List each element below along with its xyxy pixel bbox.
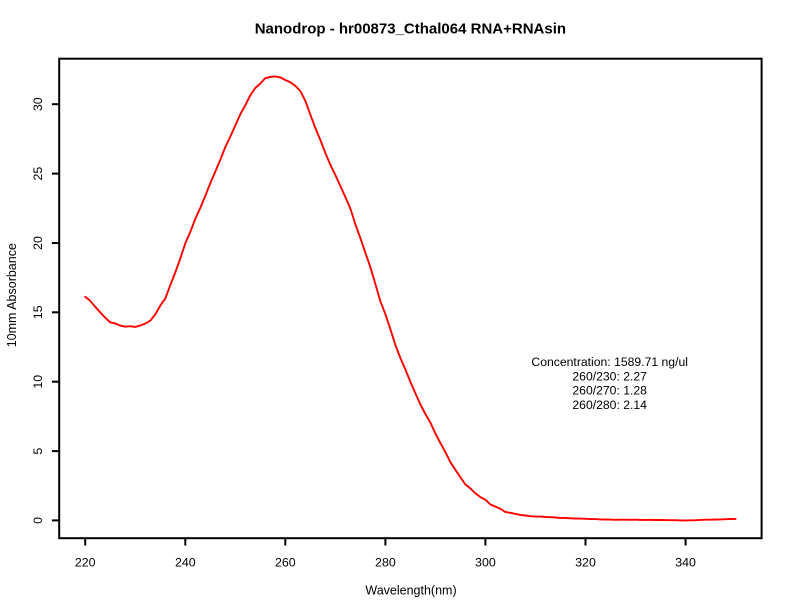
svg-text:340: 340 [675,555,696,569]
svg-text:5: 5 [31,448,45,455]
svg-text:Concentration: 1589.71 ng/ul: Concentration: 1589.71 ng/ul [531,355,688,369]
svg-text:260/270: 1.28: 260/270: 1.28 [572,384,647,398]
svg-text:240: 240 [175,555,196,569]
svg-text:220: 220 [75,555,96,569]
svg-text:30: 30 [31,97,45,111]
svg-text:280: 280 [375,555,396,569]
svg-text:10: 10 [31,375,45,389]
svg-text:15: 15 [31,305,45,319]
svg-text:20: 20 [31,236,45,250]
svg-text:25: 25 [31,167,45,181]
svg-text:Nanodrop - hr00873_Cthal064 RN: Nanodrop - hr00873_Cthal064 RNA+RNAsin [255,21,566,38]
svg-text:320: 320 [575,555,596,569]
svg-text:260/280: 2.14: 260/280: 2.14 [572,398,647,412]
svg-text:260: 260 [275,555,296,569]
svg-text:10mm Absorbance: 10mm Absorbance [5,243,19,347]
svg-text:0: 0 [31,517,45,524]
svg-text:Wavelength(nm): Wavelength(nm) [365,584,456,598]
svg-text:300: 300 [475,555,496,569]
svg-text:260/230: 2.27: 260/230: 2.27 [572,369,647,383]
